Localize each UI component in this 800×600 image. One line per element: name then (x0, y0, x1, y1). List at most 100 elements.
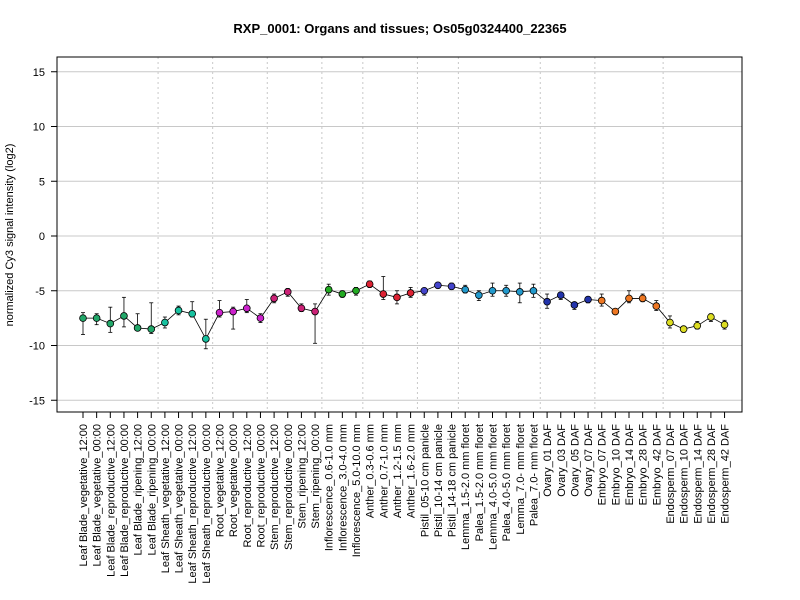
data-point (147, 325, 156, 333)
data-point (174, 306, 183, 315)
data-point (365, 280, 374, 288)
data-point (488, 286, 497, 295)
x-tick-label: Leaf Sheath_vegetative_00:00 (174, 424, 186, 573)
data-point (434, 281, 442, 290)
data-point (338, 290, 347, 298)
x-tick-label: Endosperm_42 DAF (720, 424, 732, 524)
x-tick-label: Embryo_42 DAF (651, 424, 663, 506)
x-tick-label: Leaf Blade_vegetative_00:00 (92, 424, 104, 567)
x-tick-label: Leaf Sheath_reproductive_12:00 (187, 424, 199, 584)
x-tick-label: Embryo_14 DAF (624, 424, 636, 506)
x-tick-label: Embryo_28 DAF (638, 424, 650, 506)
data-point (270, 294, 278, 303)
x-tick-label: Anther_0.3-0.6 mm (365, 424, 377, 518)
data-point (243, 304, 251, 313)
x-tick-label: Root_reproductive_12:00 (242, 424, 254, 548)
y-tick-label: 0 (39, 231, 45, 243)
data-point (652, 302, 661, 310)
x-tick-label: Embryo_10 DAF (610, 424, 622, 506)
x-axis: Leaf Blade_vegetative_12:00 Leaf Blade_ve… (78, 412, 732, 584)
data-point (638, 294, 647, 303)
x-tick-label: Leaf Sheath_reproductive_00:00 (201, 424, 213, 584)
x-tick-label: Palea_7.0- mm floret (528, 424, 540, 526)
data-point (584, 295, 592, 304)
data-point (543, 297, 551, 306)
data-point (133, 324, 142, 332)
data-point (611, 307, 620, 316)
y-tick-label: 5 (39, 176, 45, 188)
data-point (161, 318, 169, 327)
x-tick-label: Pistil_14-18 cm panicle (447, 424, 459, 537)
data-point (106, 319, 115, 328)
data-point (256, 314, 265, 322)
data-point (324, 285, 333, 294)
group-separators (157, 57, 664, 412)
x-tick-label: Lemma_1.5-2.0 mm floret (460, 424, 472, 550)
data-point (311, 307, 319, 316)
y-tick-label: 10 (33, 122, 45, 134)
chart-title: RXP_0001: Organs and tissues; Os05g03244… (233, 21, 566, 36)
x-tick-label: Endosperm_28 DAF (706, 424, 718, 524)
x-tick-label: Ovary_07 DAF (583, 424, 595, 497)
x-tick-label: Stem_reproductive_00:00 (283, 424, 295, 550)
x-tick-label: Endosperm_10 DAF (679, 424, 691, 524)
data-point (229, 307, 237, 316)
data-point (570, 301, 579, 309)
x-tick-label: Inflorescence_0.6-1.0 mm (324, 424, 336, 551)
x-tick-label: Stem_ripening_12:00 (296, 424, 308, 529)
plot-frame (56, 56, 743, 413)
x-tick-label: Ovary_03 DAF (556, 424, 568, 497)
x-tick-label: Pistil_10-14 cm panicle (433, 424, 445, 537)
x-tick-label: Root_reproductive_00:00 (255, 424, 267, 548)
y-tick-label: -10 (29, 341, 45, 353)
data-point (120, 312, 128, 320)
x-tick-label: Ovary_05 DAF (569, 424, 581, 497)
data-point (693, 321, 702, 330)
data-point (475, 291, 483, 299)
data-point (529, 286, 538, 295)
data-point (461, 285, 470, 294)
y-tick-label: -5 (35, 286, 45, 298)
x-tick-label: Palea_4.0-5.0 mm floret (501, 424, 513, 541)
x-tick-label: Endosperm_14 DAF (692, 424, 704, 524)
data-point (707, 313, 715, 321)
x-tick-label: Inflorescence_3.0-4.0 mm (337, 424, 349, 551)
data-point (283, 288, 292, 296)
data-point (720, 320, 729, 329)
x-tick-label: Root_vegetative_12:00 (215, 424, 227, 537)
data-point (297, 304, 306, 313)
data-point (79, 314, 87, 322)
data-point (420, 286, 429, 295)
x-tick-label: Stem_ripening_00:00 (310, 424, 322, 529)
data-point (666, 318, 674, 327)
x-tick-label: Embryo_07 DAF (597, 424, 609, 506)
data-point (393, 293, 401, 302)
y-tick-label: 15 (33, 67, 45, 79)
data-point (202, 335, 210, 343)
data-point (679, 325, 688, 333)
x-tick-label: Lemma_4.0-5.0 mm floret (488, 424, 500, 550)
x-tick-label: Anther_1.6-2.0 mm (406, 424, 418, 518)
x-tick-label: Leaf Blade_vegetative_12:00 (78, 424, 90, 567)
y-tick-label: -15 (29, 395, 45, 407)
data-point (597, 296, 606, 305)
x-tick-label: Palea_1.5-2.0 mm floret (474, 424, 486, 541)
y-axis-label: normalized Cy3 signal intensity (log2) (4, 144, 16, 327)
data-point (352, 286, 360, 295)
data-point (379, 290, 388, 298)
data-point (406, 289, 415, 297)
data-point (502, 286, 510, 295)
data-point (188, 309, 197, 318)
x-tick-label: Endosperm_07 DAF (665, 424, 677, 524)
x-tick-label: Root_vegetative_00:00 (228, 424, 240, 537)
x-tick-label: Inflorescence_5.0-10.0 mm (351, 424, 363, 557)
data-point (625, 294, 633, 303)
data-point (215, 308, 224, 317)
y-axis: -15 -10 -5 0 5 10 15 (29, 67, 57, 407)
data-points (79, 280, 729, 343)
x-tick-label: Ovary_01 DAF (542, 424, 554, 497)
data-point (92, 314, 101, 322)
x-tick-label: Anther_1.2-1.5 mm (392, 424, 404, 518)
x-tick-label: Lemma_7.0- mm floret (515, 424, 527, 535)
